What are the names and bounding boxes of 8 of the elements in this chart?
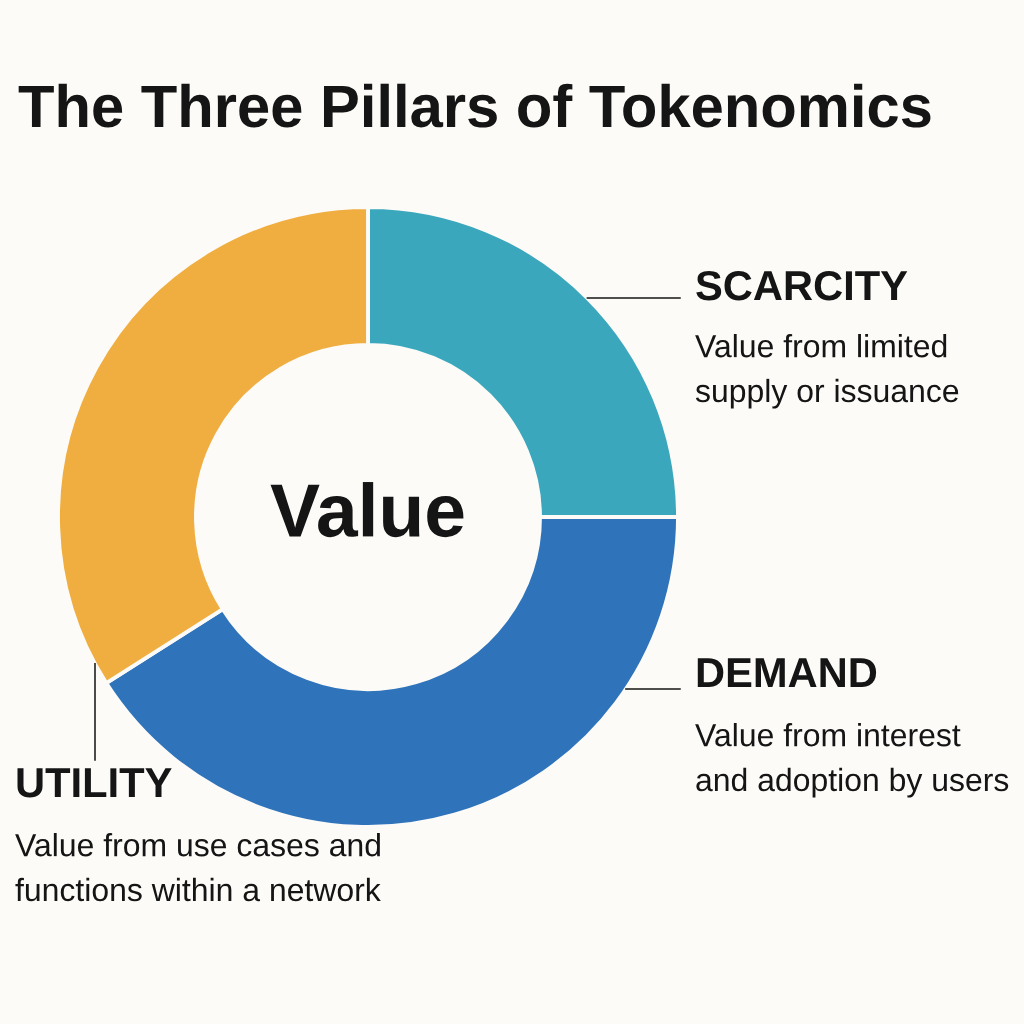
slice-label: DEMAND	[697, 658, 877, 687]
slice-label: UTILITY	[17, 768, 172, 798]
text: Value from limited supply or issuance	[695, 334, 959, 409]
text: Value from use cases and functions within a network	[15, 833, 381, 902]
text: Value	[270, 482, 464, 538]
chart-title: The Three Pillars of Tokenomics	[18, 83, 931, 128]
text: Value from interest and adoption by users	[695, 723, 1009, 798]
slice-label: SCARCITY	[696, 270, 908, 301]
